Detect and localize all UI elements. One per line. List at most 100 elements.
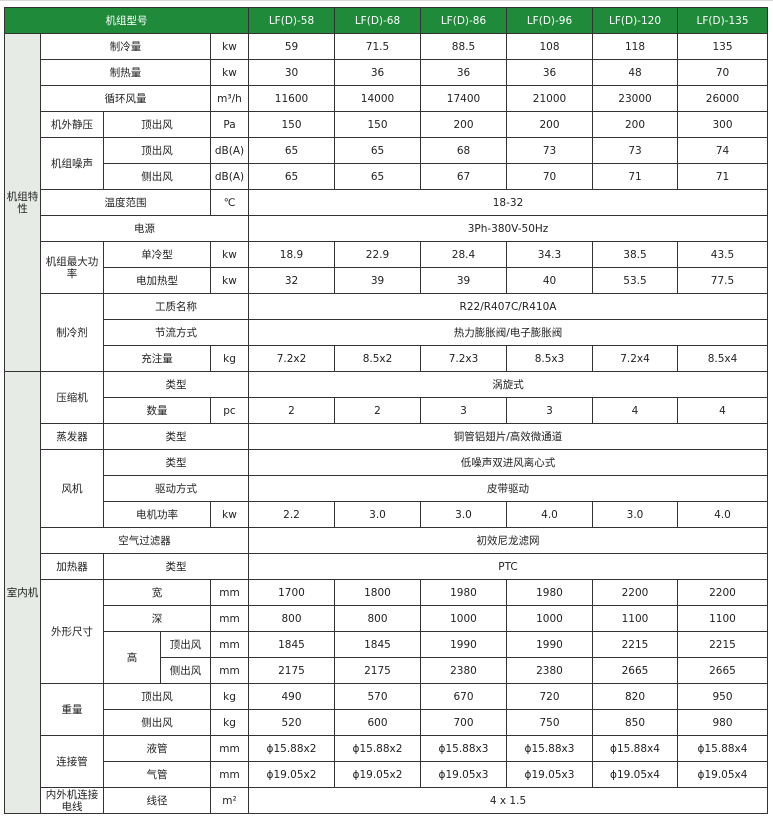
value-cell: 22.9 bbox=[334, 241, 421, 268]
value-cell: 28.4 bbox=[420, 241, 507, 268]
table-row: 制冷剂 工质名称 R22/R407C/R410A bbox=[5, 293, 768, 372]
value-cell: 950 bbox=[677, 683, 768, 710]
table-row: 气管 mm ϕ19.05x2 ϕ19.05x2 ϕ19.05x3 ϕ19.05x3 ϕ19.… bbox=[5, 761, 768, 788]
row-label: 侧出风 bbox=[103, 709, 211, 736]
table-row: 外形尺寸宽 mm 1700 1800 1980 1980 2200 2200 bbox=[5, 579, 768, 684]
value-cell: 570 bbox=[334, 683, 421, 710]
value-cell: 4.0 bbox=[677, 501, 768, 528]
row-label: 类型 bbox=[103, 423, 249, 450]
model-name: LF(D)-135 bbox=[677, 7, 768, 34]
value-cell: 38.5 bbox=[592, 241, 678, 268]
value-cell: 300 bbox=[677, 111, 768, 138]
table-row: 侧出风 dB(A) 65 65 67 70 71 71 bbox=[5, 163, 768, 190]
row-label: 机外静压 bbox=[40, 111, 104, 138]
table-row: 蒸发器 类型 铜管铝翅片/高效微通道 bbox=[5, 423, 768, 450]
table-row: 空气过滤器 初效尼龙滤网 bbox=[5, 527, 768, 554]
value-cell: 1980 bbox=[506, 579, 593, 606]
value-cell: 68 bbox=[420, 137, 507, 164]
row-label: 风机 bbox=[40, 449, 104, 528]
value-cell: 32 bbox=[248, 267, 335, 294]
table-row: 驱动方式 皮带驱动 bbox=[5, 475, 768, 502]
row-label: kw bbox=[210, 241, 249, 268]
row-label: 液管 bbox=[103, 735, 211, 762]
model-name: LF(D)-58 bbox=[248, 7, 335, 34]
value-cell: 600 bbox=[334, 709, 421, 736]
value-cell: 36 bbox=[506, 59, 593, 86]
row-label: 电加热型 bbox=[103, 267, 211, 294]
value-cell: 低噪声双进风离心式 bbox=[248, 449, 768, 476]
value-cell: 2200 bbox=[592, 579, 678, 606]
value-cell: 1800 bbox=[334, 579, 421, 606]
value-cell: 涡旋式 bbox=[248, 371, 768, 398]
value-cell: 11600 bbox=[248, 85, 335, 112]
value-cell: 135 bbox=[677, 33, 768, 60]
value-cell: 3 bbox=[420, 397, 507, 424]
row-label: 加热器 bbox=[40, 553, 104, 580]
row-label: m³/h bbox=[210, 85, 249, 112]
row-label: 顶出风 bbox=[103, 683, 211, 710]
table-row: 电机功率 kw 2.2 3.0 3.0 4.0 3.0 4.0 bbox=[5, 501, 768, 528]
value-cell: ϕ19.05x3 bbox=[506, 761, 593, 788]
value-cell: 108 bbox=[506, 33, 593, 60]
value-cell: 850 bbox=[592, 709, 678, 736]
row-label: 机组最大功率 bbox=[40, 241, 104, 294]
top-divider bbox=[0, 0, 773, 1]
value-cell: 70 bbox=[677, 59, 768, 86]
row-label: 连接管 bbox=[40, 735, 104, 788]
row-label: kw bbox=[210, 501, 249, 528]
group-label: 室内机 bbox=[4, 371, 41, 814]
value-cell: 800 bbox=[248, 605, 335, 632]
value-cell: 4.0 bbox=[506, 501, 593, 528]
table-row: 内外机连接电线 线径 m² 4 x 1.5 bbox=[5, 787, 768, 814]
value-cell: 36 bbox=[334, 59, 421, 86]
value-cell: 2380 bbox=[506, 657, 593, 684]
value-cell: 71 bbox=[592, 163, 678, 190]
row-label: 气管 bbox=[103, 761, 211, 788]
table-row: 加热器 类型 PTC bbox=[5, 553, 768, 580]
value-cell: 3Ph-380V-50Hz bbox=[248, 215, 768, 242]
value-cell: 73 bbox=[592, 137, 678, 164]
value-cell: 1100 bbox=[592, 605, 678, 632]
value-cell: 71 bbox=[677, 163, 768, 190]
row-label: 类型 bbox=[103, 449, 249, 476]
value-cell: 800 bbox=[334, 605, 421, 632]
table-row: 电源 3Ph-380V-50Hz bbox=[5, 215, 768, 242]
value-cell: 17400 bbox=[420, 85, 507, 112]
table-row: 电加热型 kw 32 39 39 40 53.5 77.5 bbox=[5, 267, 768, 294]
value-cell: 2175 bbox=[334, 657, 421, 684]
table-row: 侧出风 mm 2175 2175 2380 2380 2665 2665 bbox=[5, 657, 768, 684]
row-label: dB(A) bbox=[210, 163, 249, 190]
value-cell: 200 bbox=[506, 111, 593, 138]
value-cell: 1990 bbox=[420, 631, 507, 658]
table-row: 机组最大功率 单冷型 kw 18.9 22.9 28.4 34.3 38.5 43.5 bbox=[5, 241, 768, 294]
value-cell: 3 bbox=[506, 397, 593, 424]
value-cell: 1000 bbox=[506, 605, 593, 632]
table-row: 节流方式 热力膨胀阀/电子膨胀阀 bbox=[5, 319, 768, 346]
row-label: 循环风量 bbox=[40, 85, 211, 112]
value-cell: 皮带驱动 bbox=[248, 475, 768, 502]
value-cell: 36 bbox=[420, 59, 507, 86]
row-label: 驱动方式 bbox=[103, 475, 249, 502]
table-row: 制热量 kw 30 36 36 36 48 70 bbox=[5, 59, 768, 86]
row-label: 工质名称 bbox=[103, 293, 249, 320]
value-cell: 150 bbox=[248, 111, 335, 138]
row-label: 内外机连接电线 bbox=[40, 787, 104, 814]
row-label: kw bbox=[210, 59, 249, 86]
value-cell: 2665 bbox=[677, 657, 768, 684]
value-cell: 2.2 bbox=[248, 501, 335, 528]
value-cell: 88.5 bbox=[420, 33, 507, 60]
table-row: 风机 类型 低噪声双进风离心式 bbox=[5, 449, 768, 528]
model-name: LF(D)-68 bbox=[334, 7, 421, 34]
row-label: 高 bbox=[103, 631, 161, 684]
value-cell: ϕ19.05x2 bbox=[248, 761, 335, 788]
value-cell: 39 bbox=[420, 267, 507, 294]
row-label: 线径 bbox=[103, 787, 211, 814]
value-cell: 18.9 bbox=[248, 241, 335, 268]
row-label: kg bbox=[210, 683, 249, 710]
value-cell: 67 bbox=[420, 163, 507, 190]
value-cell: ϕ15.88x4 bbox=[592, 735, 678, 762]
row-label: mm bbox=[210, 761, 249, 788]
value-cell: 820 bbox=[592, 683, 678, 710]
value-cell: 14000 bbox=[334, 85, 421, 112]
value-cell: 1000 bbox=[420, 605, 507, 632]
